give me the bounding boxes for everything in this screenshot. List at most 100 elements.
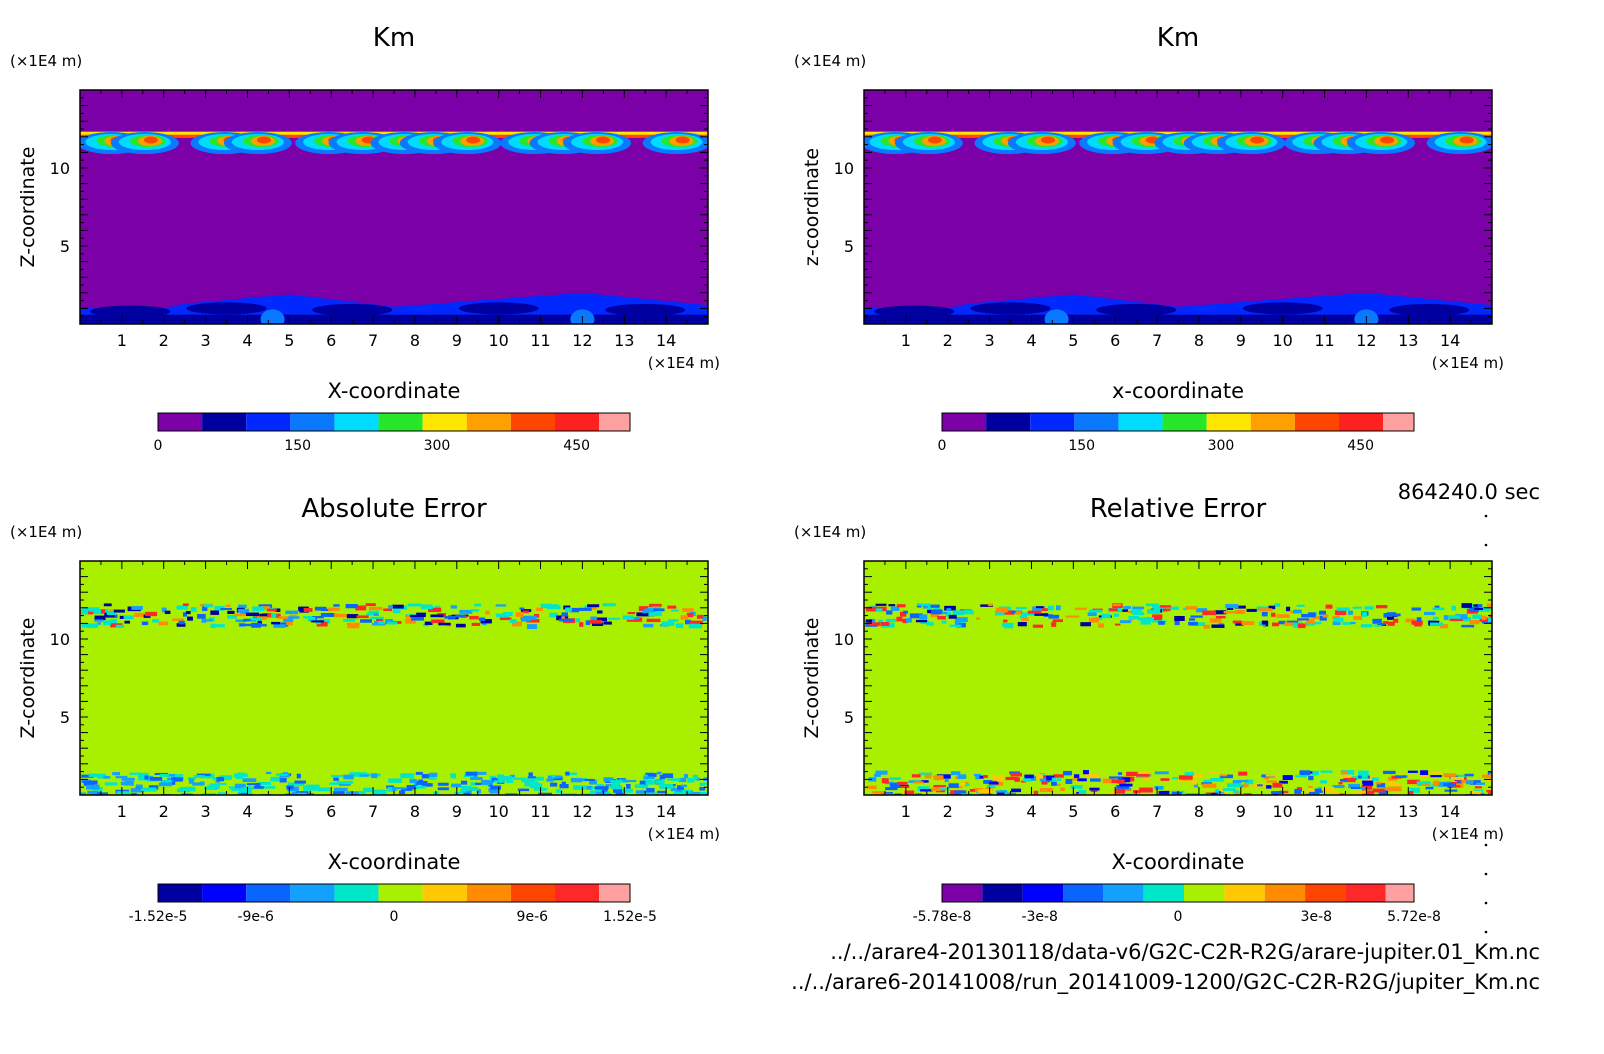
noise-upper [922, 605, 930, 609]
noise-upper [1043, 614, 1053, 617]
x-tick-label: 6 [326, 802, 336, 821]
colorbar-swatch [1103, 884, 1144, 902]
noise-lower [357, 791, 366, 795]
noise-upper [459, 609, 473, 614]
noise-lower [1341, 770, 1347, 775]
noise-upper [450, 605, 458, 609]
noise-upper [590, 616, 598, 622]
noise-lower [1072, 777, 1080, 781]
noise-upper [896, 604, 906, 608]
noise-upper [1443, 615, 1449, 621]
noise-upper [1123, 606, 1131, 609]
noise-upper [667, 605, 677, 609]
noise-upper [987, 603, 993, 607]
noise-upper [190, 607, 197, 612]
x-tick-label: 13 [1398, 802, 1418, 821]
noise-upper [471, 622, 481, 626]
plume-red [596, 136, 611, 144]
noise-lower [1154, 785, 1164, 790]
noise-upper [1461, 603, 1473, 608]
y-unit-label: (×1E4 m) [794, 52, 866, 70]
noise-upper [1296, 604, 1305, 607]
noise-upper [1002, 610, 1015, 615]
noise-upper [234, 613, 247, 617]
noise-lower [639, 790, 645, 793]
noise-lower [699, 782, 708, 785]
noise-lower [559, 783, 569, 789]
noise-lower [391, 787, 406, 790]
noise-upper [206, 619, 213, 622]
noise-upper [1192, 622, 1206, 626]
noise-upper [1451, 605, 1457, 611]
noise-upper [1113, 613, 1119, 617]
noise-upper [201, 618, 207, 623]
noise-upper [1424, 611, 1436, 616]
colorbar-swatch [982, 884, 1023, 902]
x-unit-label: (×1E4 m) [648, 354, 720, 372]
x-tick-label: 11 [530, 802, 550, 821]
y-tick-label: 10 [50, 159, 70, 178]
y-tick-label: 10 [834, 159, 854, 178]
noise-upper [1032, 624, 1044, 628]
noise-upper [1325, 604, 1333, 609]
noise-lower [561, 781, 566, 786]
noise-upper [622, 615, 635, 620]
noise-upper [388, 605, 393, 609]
colorbar-tick-label: 1.52e-5 [603, 909, 657, 925]
noise-lower [1010, 772, 1022, 777]
colorbar-swatch [466, 413, 511, 431]
bottom-swirl [1389, 303, 1470, 316]
colorbar-tick-label: 150 [284, 438, 311, 454]
noise-lower [1443, 773, 1456, 777]
bottom-swirl [970, 302, 1051, 315]
noise-upper [320, 608, 333, 612]
noise-lower [911, 774, 921, 778]
chart-title: Absolute Error [301, 494, 487, 524]
noise-lower [1340, 779, 1348, 782]
noise-upper [176, 623, 186, 627]
y-tick-label: 10 [834, 630, 854, 649]
x-tick-label: 5 [284, 331, 294, 350]
noise-upper [1457, 616, 1468, 620]
noise-lower [1389, 783, 1402, 786]
noise-lower [418, 779, 424, 783]
bottom-swirl [186, 302, 267, 315]
y-tick-label: 5 [60, 708, 70, 727]
noise-upper [103, 620, 111, 626]
noise-lower [97, 773, 107, 779]
colorbar-swatch [1143, 884, 1185, 902]
chart-title: Km [373, 23, 415, 53]
noise-lower [303, 785, 318, 791]
x-tick-label: 14 [1440, 331, 1460, 350]
x-tick-label: 4 [1026, 802, 1036, 821]
plume-red [143, 136, 158, 144]
noise-lower [685, 790, 692, 793]
noise-lower [584, 778, 595, 781]
noise-lower [1378, 790, 1388, 795]
colorbar-swatch [599, 884, 630, 902]
noise-upper [278, 616, 289, 619]
noise-lower [450, 773, 456, 777]
noise-lower [1321, 786, 1335, 791]
colorbar-swatch [1184, 884, 1225, 902]
noise-lower [401, 788, 413, 791]
noise-upper [579, 622, 584, 627]
noise-lower [297, 792, 307, 795]
colorbar-swatch [246, 413, 291, 431]
plume-red [1380, 136, 1395, 144]
noise-lower [158, 782, 173, 787]
noise-lower [1115, 788, 1125, 794]
noise-lower [996, 791, 1005, 795]
noise-lower [1350, 776, 1359, 779]
noise-lower [1238, 771, 1248, 776]
noise-upper [176, 605, 188, 610]
noise-upper [479, 617, 485, 622]
noise-upper [1301, 613, 1314, 618]
noise-upper [886, 610, 893, 615]
noise-upper [1098, 623, 1104, 628]
noise-lower [1362, 790, 1375, 795]
x-tick-label: 2 [159, 331, 169, 350]
noise-upper [1122, 609, 1129, 612]
noise-upper [260, 606, 271, 610]
noise-lower [1006, 792, 1011, 795]
